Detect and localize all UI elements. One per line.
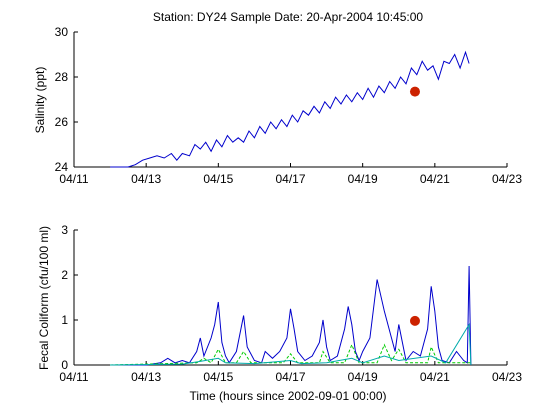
salinity-x-tick-label: 04/23 bbox=[492, 172, 522, 186]
fecal-coliform-x-tick-label: 04/15 bbox=[203, 370, 233, 384]
fecal-coliform-x-tick-label: 04/11 bbox=[59, 370, 88, 384]
fecal-coliform-plot: 04/11 04/13 04/15 04/17 04/19 04/21 04/23 0 1 2 3 bbox=[59, 223, 522, 384]
salinity-x-tick-label: 04/15 bbox=[203, 172, 233, 186]
salinity-y-tick-label: 30 bbox=[55, 25, 69, 39]
fecal-coliform-series-line-2 bbox=[110, 322, 472, 366]
salinity-x-tick-label: 04/13 bbox=[131, 172, 161, 186]
salinity-y-tick-label: 28 bbox=[55, 70, 69, 84]
salinity-x-tick-label: 04/17 bbox=[275, 172, 305, 186]
fecal-coliform-series-line-1 bbox=[110, 343, 471, 366]
fecal-coliform-x-tick-label: 04/19 bbox=[348, 370, 378, 384]
salinity-x-tick-label: 04/11 bbox=[59, 172, 88, 186]
salinity-ylabel: Salinity (ppt) bbox=[33, 67, 47, 134]
fecal-coliform-y-tick-label: 0 bbox=[61, 358, 68, 372]
fecal-coliform-x-tick-label: 04/21 bbox=[420, 370, 450, 384]
fecal-coliform-x-tick-label: 04/17 bbox=[275, 370, 305, 384]
fecal-coliform-ylabel: Fecal Coliform (cfu/100 ml) bbox=[37, 226, 51, 370]
salinity-plot: 04/11 04/13 04/15 04/17 04/19 04/21 04/23 24 26 2… bbox=[55, 25, 523, 186]
time-xlabel: Time (hours since 2002-09-01 00:00) bbox=[190, 389, 387, 403]
salinity-y-tick-label: 26 bbox=[55, 115, 69, 129]
fecal-coliform-y-tick-label: 2 bbox=[61, 268, 68, 282]
figure-title: Station: DY24 Sample Date: 20-Apr-2004 1… bbox=[153, 10, 423, 24]
fecal-coliform-y-tick-label: 3 bbox=[61, 223, 68, 237]
salinity-x-tick-label: 04/19 bbox=[348, 172, 378, 186]
fecal-coliform-x-tick-label: 04/23 bbox=[492, 370, 522, 384]
salinity-sample-marker bbox=[409, 86, 420, 97]
fecal-coliform-sample-marker bbox=[409, 315, 420, 326]
salinity-series-line-0 bbox=[110, 50, 470, 168]
salinity-x-tick-label: 04/21 bbox=[420, 172, 450, 186]
fecal-coliform-y-tick-label: 1 bbox=[61, 313, 68, 327]
salinity-y-tick-label: 24 bbox=[55, 160, 69, 174]
fecal-coliform-x-tick-label: 04/13 bbox=[131, 370, 161, 384]
fecal-coliform-series-line-0 bbox=[110, 265, 472, 366]
